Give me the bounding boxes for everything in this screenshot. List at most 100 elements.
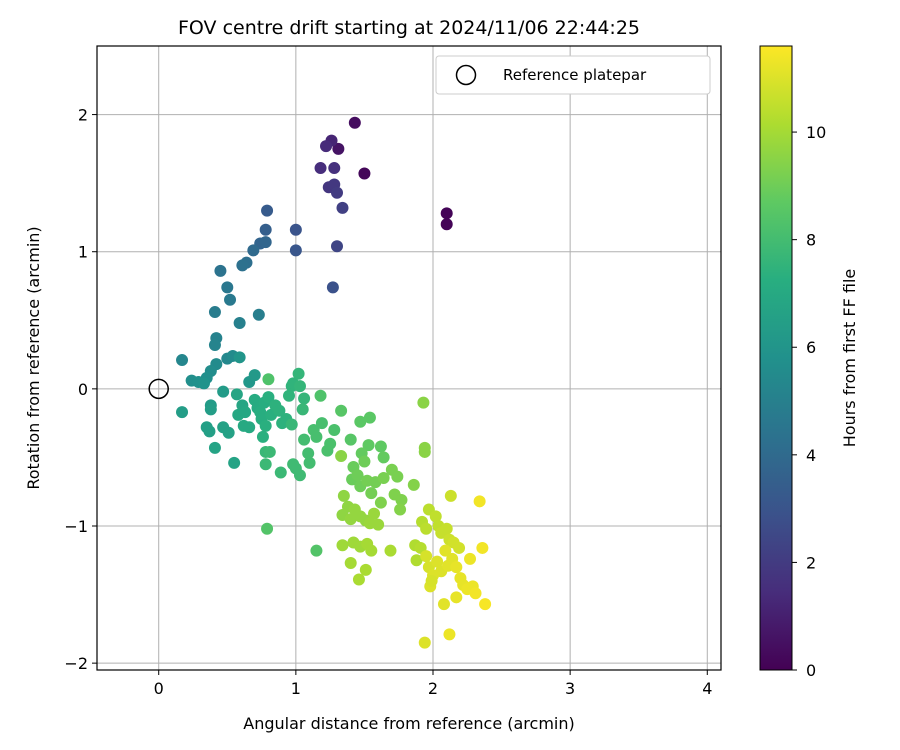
data-point	[351, 469, 364, 482]
data-point	[336, 539, 349, 552]
colorbar-label: Hours from first FF file	[840, 269, 859, 448]
y-tick-label: −2	[64, 654, 88, 673]
data-point	[221, 281, 234, 294]
data-point	[259, 236, 272, 249]
data-point	[479, 598, 492, 611]
data-point	[384, 544, 397, 557]
data-point	[263, 445, 276, 458]
data-point	[464, 552, 477, 565]
data-point	[252, 308, 265, 321]
x-tick-label: 2	[428, 679, 438, 698]
data-point	[476, 541, 489, 554]
data-point	[417, 396, 430, 409]
colorbar-tick-label: 6	[806, 338, 816, 357]
data-point	[359, 563, 372, 576]
data-point	[362, 439, 375, 452]
data-point	[208, 338, 221, 351]
data-point	[310, 430, 323, 443]
data-point	[283, 389, 295, 402]
data-point	[302, 447, 315, 460]
data-point	[320, 140, 333, 153]
x-tick-label: 1	[291, 679, 301, 698]
data-point	[437, 598, 450, 611]
data-point	[328, 424, 341, 436]
data-point	[230, 388, 243, 401]
data-point	[331, 240, 343, 253]
colorbar-tick-label: 8	[806, 231, 816, 250]
colorbar-tick-label: 2	[806, 553, 816, 572]
data-point	[374, 496, 387, 509]
colorbar: 0 2 4 6 8 10 Hours from first FF file	[759, 45, 859, 680]
y-axis-label: Rotation from reference (arcmin)	[24, 226, 43, 489]
data-point	[176, 354, 189, 367]
data-point	[440, 522, 453, 535]
x-tick-label: 0	[154, 679, 164, 698]
data-point	[261, 204, 274, 217]
data-point	[391, 470, 404, 483]
data-point	[425, 574, 438, 587]
data-point	[315, 417, 328, 430]
data-point	[344, 433, 357, 446]
data-point	[293, 380, 306, 393]
data-point	[262, 391, 275, 404]
data-point	[197, 377, 210, 390]
data-point	[354, 415, 367, 428]
data-point	[469, 587, 482, 600]
data-point	[420, 550, 433, 563]
data-point	[289, 244, 302, 257]
legend-box	[435, 55, 711, 95]
data-point	[236, 259, 249, 272]
data-point	[429, 510, 442, 523]
data-point	[344, 513, 357, 526]
data-point	[217, 385, 230, 398]
data-point	[298, 392, 311, 405]
x-tick-label: 3	[565, 679, 575, 698]
data-point	[261, 522, 274, 535]
data-point	[222, 426, 235, 439]
data-point	[344, 557, 357, 570]
data-point	[363, 411, 376, 424]
data-point	[444, 489, 457, 502]
plot-frame	[96, 45, 722, 671]
data-point	[247, 244, 260, 257]
data-point	[440, 218, 453, 231]
data-point	[352, 573, 365, 586]
data-point	[326, 281, 339, 294]
grid-lines	[97, 46, 721, 670]
data-point	[208, 306, 221, 319]
data-point	[224, 293, 237, 306]
data-point	[314, 162, 327, 175]
data-point	[374, 440, 387, 453]
data-point	[348, 116, 361, 129]
data-point	[233, 351, 246, 364]
data-point	[473, 495, 486, 508]
data-point	[450, 561, 463, 574]
data-point	[228, 456, 241, 469]
data-point	[296, 403, 309, 416]
data-point	[394, 503, 407, 516]
data-point	[208, 441, 221, 454]
data-point	[292, 367, 305, 380]
data-point	[314, 389, 327, 402]
data-point	[410, 554, 423, 567]
data-point	[328, 162, 341, 175]
data-point	[332, 142, 345, 155]
data-point	[407, 478, 420, 491]
colorbar-tick-label: 10	[806, 123, 826, 142]
data-point	[298, 433, 311, 446]
legend-label: Reference platepar	[503, 66, 647, 84]
colorbar-tick-label: 4	[806, 446, 816, 465]
data-point	[248, 369, 261, 382]
data-point	[377, 451, 390, 464]
data-point	[335, 450, 348, 463]
data-point	[239, 406, 252, 419]
data-point	[303, 456, 316, 469]
data-point	[358, 167, 371, 180]
colorbar-ticks: 0 2 4 6 8 10	[792, 123, 826, 680]
y-tick-label: 1	[78, 243, 88, 262]
colorbar-tick-label: 0	[806, 661, 816, 680]
legend-marker	[455, 64, 477, 86]
data-point	[440, 207, 453, 220]
data-point	[176, 406, 189, 419]
